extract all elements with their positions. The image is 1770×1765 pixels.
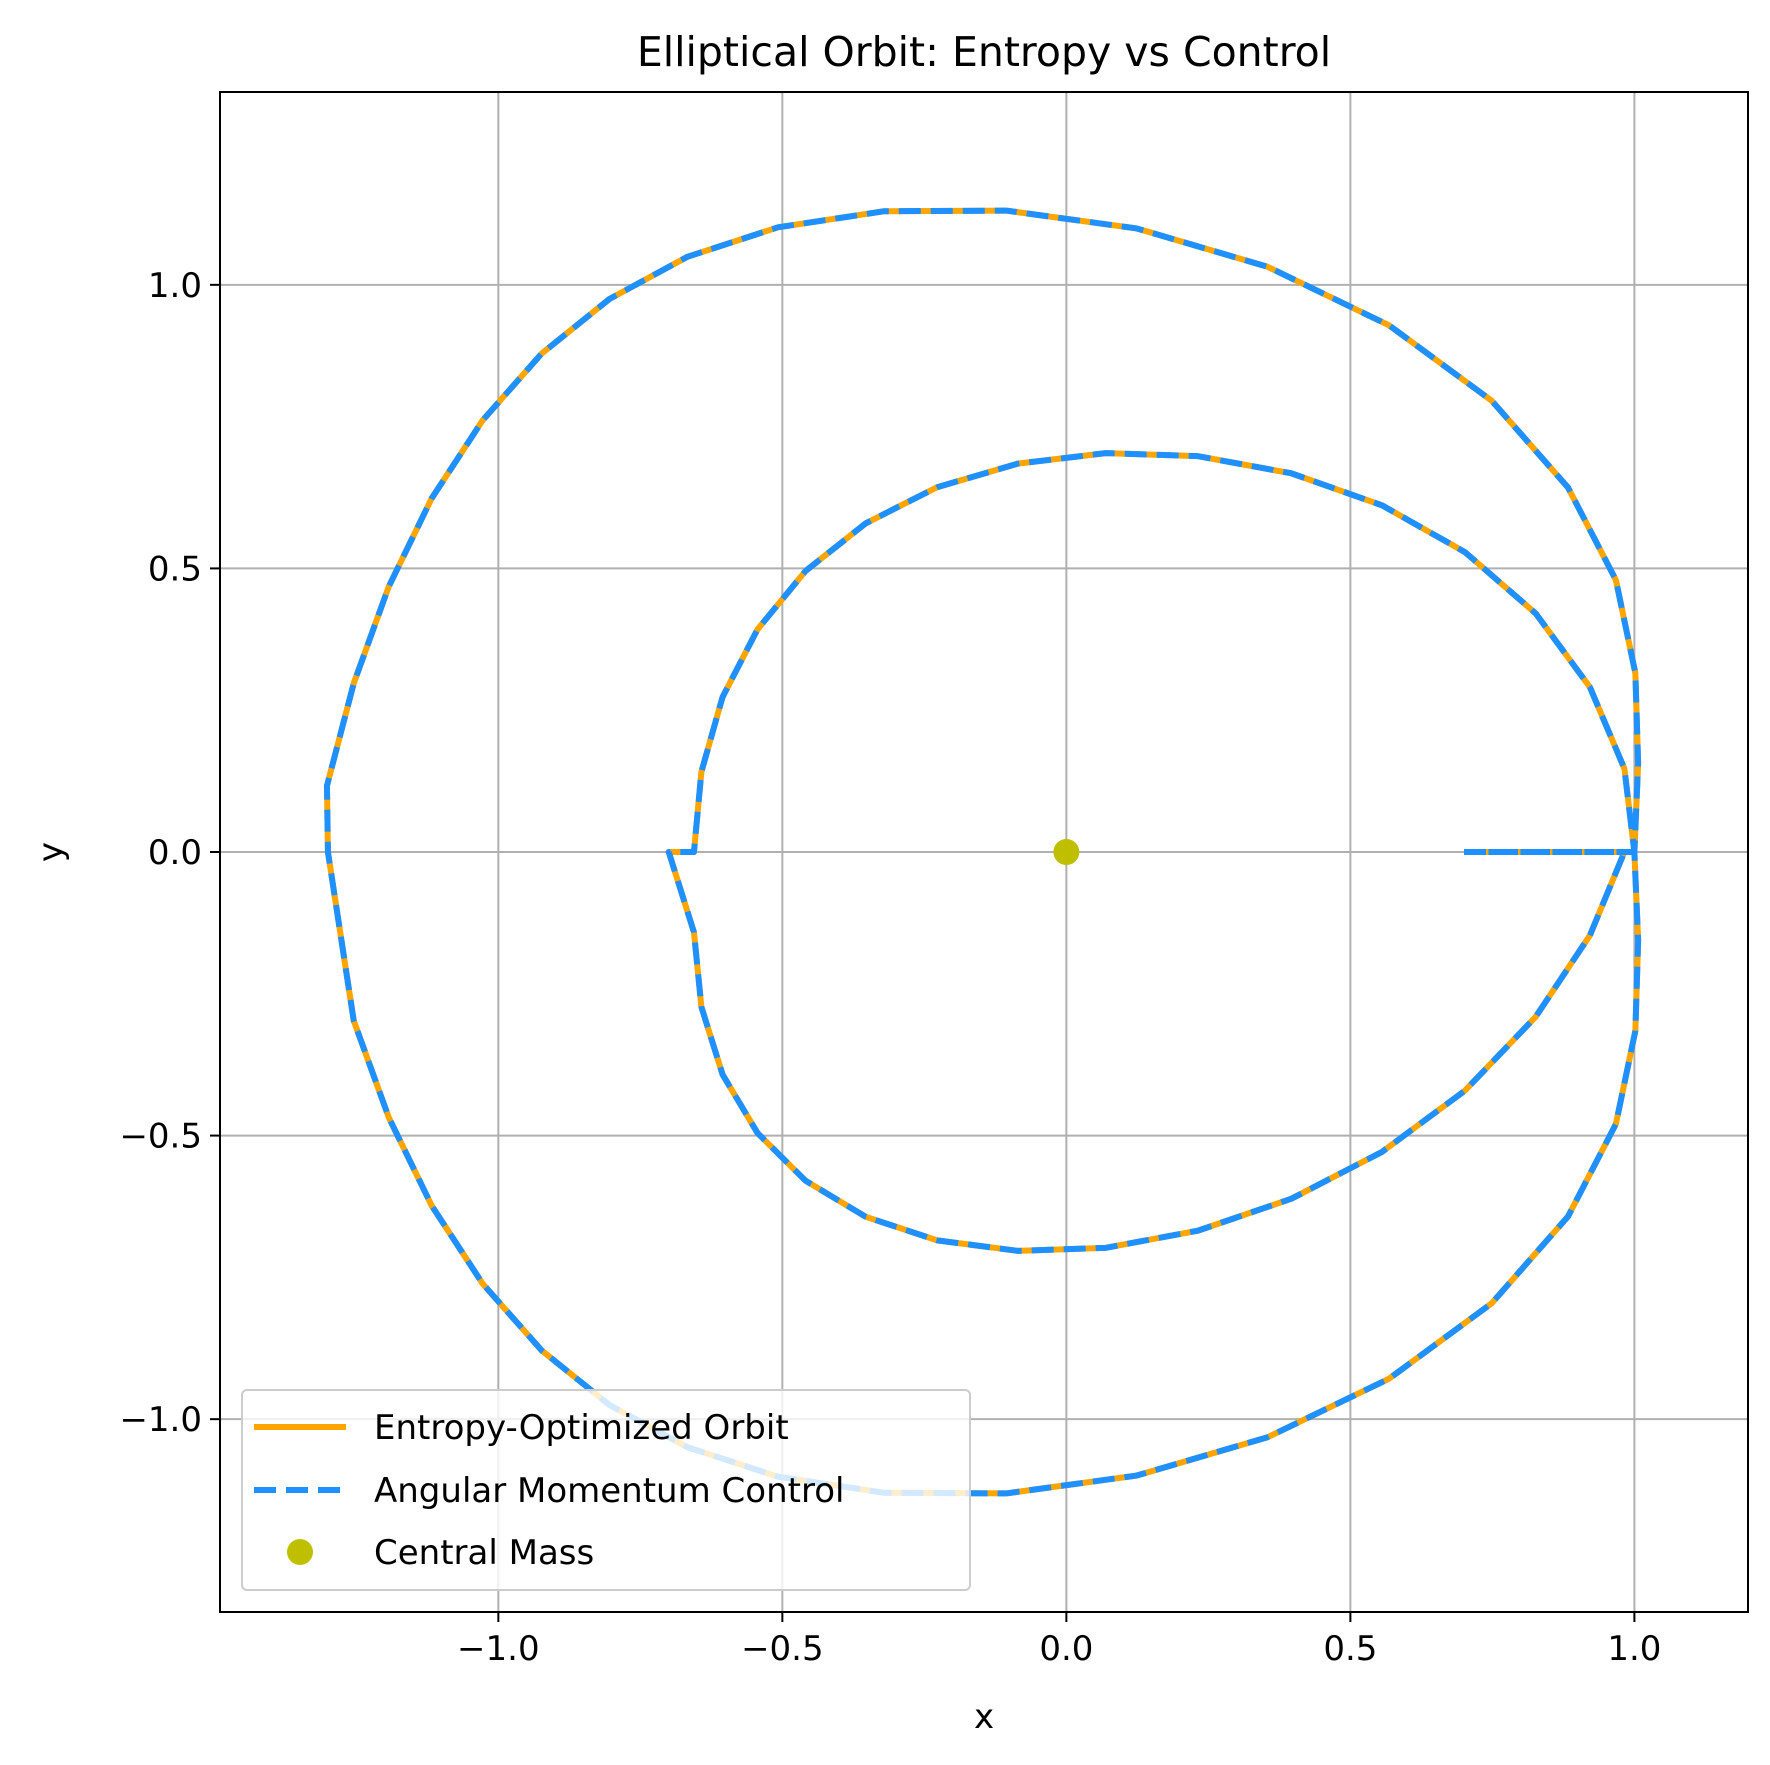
y-tick-label: 1.0 [148,266,202,306]
y-axis-label: y [31,842,71,862]
legend-marker-central-mass [287,1539,313,1565]
legend: Entropy-Optimized Orbit Angular Momentum… [241,1389,971,1591]
y-tick-label: −0.5 [119,1117,202,1157]
legend-label-entropy-optimized-orbit: Entropy-Optimized Orbit [374,1408,789,1448]
y-tick-label: −1.0 [119,1400,202,1440]
x-tick-label: 1.0 [1607,1629,1661,1669]
x-axis-label: x [974,1697,994,1737]
series-layer [323,207,1642,1497]
y-tick-label: 0.5 [148,549,202,589]
legend-box [241,1389,971,1591]
legend-label-angular-momentum-control: Angular Momentum Control [374,1471,844,1511]
x-tick-label: 0.0 [1039,1629,1093,1669]
central-mass-marker [1053,839,1080,865]
angular-momentum-control-line [323,207,1642,1497]
legend-label-central-mass: Central Mass [374,1533,594,1573]
y-tick-label: 0.0 [148,833,202,873]
x-tick-label: −1.0 [457,1629,540,1669]
axis-ticks: −1.0 −0.5 0.0 0.5 1.0 −1.0 −0.5 0.0 0.5 1.0 [119,266,1661,1669]
chart-title: Elliptical Orbit: Entropy vs Control [637,28,1331,76]
x-tick-label: 0.5 [1323,1629,1377,1669]
x-tick-label: −0.5 [741,1629,824,1669]
